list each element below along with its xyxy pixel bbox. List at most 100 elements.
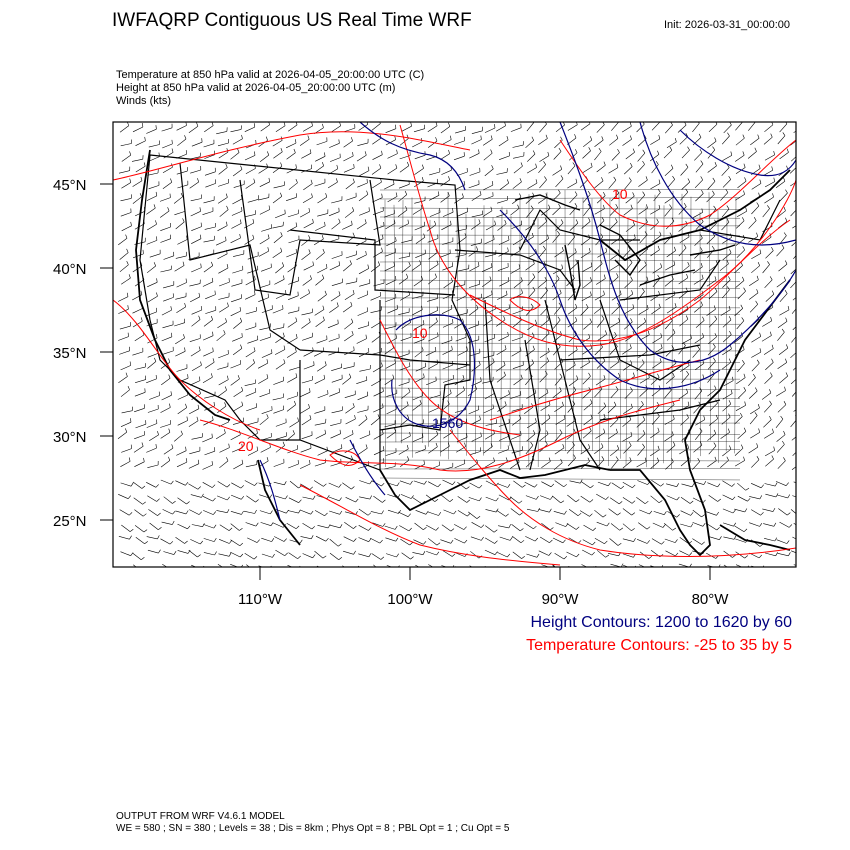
wind-barb-flag	[519, 346, 522, 351]
wind-barb	[412, 309, 423, 316]
wind-barb-flag	[309, 415, 312, 420]
wind-barb-flag	[424, 480, 427, 485]
wind-barb	[245, 522, 257, 527]
wind-barb	[163, 284, 174, 289]
wind-barb-flag	[591, 551, 595, 556]
wind-barb	[694, 336, 704, 344]
wind-barb	[413, 128, 425, 133]
wind-barb-flag	[396, 149, 398, 154]
wind-barb	[734, 460, 745, 467]
wind-barb	[216, 510, 228, 513]
wind-barb-flag	[186, 235, 188, 240]
wind-barb-flag	[785, 317, 788, 322]
wind-barb-flag	[545, 134, 548, 139]
wind-barb-flag	[224, 429, 226, 434]
wind-barb-flag	[787, 494, 791, 499]
wind-barb-flag	[185, 150, 187, 155]
wind-barb	[160, 432, 171, 439]
wind-barb-flag	[522, 572, 525, 574]
lat-label: 35°N	[53, 345, 87, 362]
wind-barb	[328, 337, 340, 342]
wind-barb-flag	[602, 514, 607, 518]
wind-barb	[441, 565, 448, 567]
wind-barb	[358, 465, 369, 469]
wind-barb	[455, 129, 466, 134]
wind-barb	[371, 322, 381, 329]
wind-barb	[259, 417, 269, 426]
wind-barb-flag	[537, 507, 540, 512]
temperature-contours	[113, 124, 796, 566]
wind-barb	[441, 308, 453, 314]
wind-barb	[401, 265, 411, 273]
wind-barb-flag	[532, 232, 534, 237]
wind-barb-flag	[352, 290, 355, 294]
wind-barb-flag	[339, 571, 342, 574]
wind-barb-flag	[755, 300, 758, 305]
wind-barb-flag	[798, 235, 800, 239]
wind-barb-flag	[504, 345, 507, 350]
temp-contour-label: 10	[612, 186, 628, 202]
wind-barb-flag	[349, 373, 352, 378]
wind-barb	[359, 211, 370, 216]
wind-barb	[344, 210, 354, 218]
wind-barb	[694, 294, 704, 302]
wind-barb-flag	[783, 206, 786, 211]
wind-barb-flag	[773, 446, 775, 451]
wind-barb	[160, 407, 171, 413]
wind-barb	[722, 289, 730, 299]
wind-barb-flag	[798, 445, 800, 448]
wind-barb	[456, 295, 467, 301]
wind-barb	[329, 157, 341, 162]
wind-barb-flag	[364, 219, 367, 224]
wind-barb	[512, 364, 524, 369]
wind-barb-flag	[448, 415, 451, 420]
wind-barb	[401, 239, 413, 243]
wind-barb-flag	[139, 193, 142, 197]
wind-barb	[117, 296, 129, 302]
wind-barb-flag	[434, 220, 437, 225]
wind-barb	[763, 523, 774, 527]
wind-barb-flag	[168, 358, 171, 363]
wind-barb	[471, 214, 483, 218]
wind-barb-flag	[743, 427, 747, 432]
wind-barb-flag	[129, 151, 132, 156]
wind-barb-flag	[283, 345, 286, 350]
wind-barb-flag	[227, 302, 229, 307]
wind-barb	[471, 130, 483, 134]
wind-barb-flag	[494, 124, 496, 129]
wind-barb	[163, 496, 173, 504]
latitude-ticks	[100, 183, 113, 521]
wind-barb-flag	[741, 317, 745, 321]
wind-barb	[751, 183, 762, 190]
wind-barb	[610, 523, 620, 531]
wind-barb-flag	[398, 510, 401, 514]
wind-barb	[707, 460, 717, 468]
wind-barb	[593, 263, 603, 272]
wind-barb-flag	[690, 523, 694, 528]
wind-barb-flag	[493, 457, 495, 462]
wind-barb	[692, 509, 702, 518]
wind-barb	[135, 140, 146, 146]
wind-barb	[203, 552, 215, 556]
wind-barb	[580, 447, 590, 455]
wind-barb	[707, 373, 715, 383]
wind-barb	[275, 125, 286, 133]
wind-barb	[261, 308, 273, 313]
wind-barb	[160, 460, 170, 468]
wind-barb	[343, 263, 352, 272]
wind-barb-flag	[802, 539, 805, 542]
wind-barb-flag	[367, 348, 370, 353]
wind-barb	[147, 408, 159, 413]
wind-barb-flag	[180, 430, 183, 435]
wind-barb	[595, 378, 606, 386]
wind-barb	[471, 436, 482, 442]
wind-barb	[287, 448, 298, 454]
wind-barb-flag	[225, 318, 227, 323]
wind-barb-flag	[323, 374, 325, 379]
wind-barb	[149, 568, 159, 572]
wind-barb	[719, 263, 729, 271]
wind-barb-flag	[241, 134, 243, 139]
wind-barb	[666, 250, 676, 258]
wind-barb	[272, 522, 284, 528]
wind-barb-flag	[605, 247, 608, 252]
